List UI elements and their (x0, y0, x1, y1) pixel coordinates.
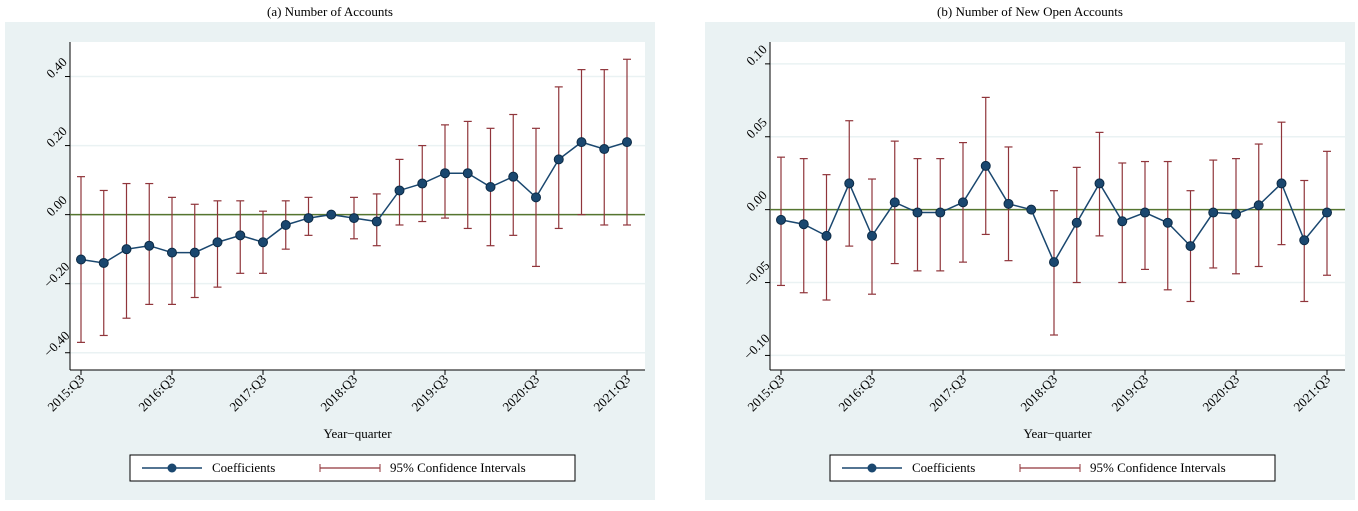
coefficient-point (235, 230, 246, 241)
coefficient-point (1253, 200, 1264, 211)
legend-label: 95% Confidence Intervals (390, 460, 526, 475)
coefficient-point (98, 257, 109, 268)
coefficient-point (599, 144, 610, 155)
coefficient-point (821, 230, 832, 241)
coefficient-point (326, 209, 337, 220)
coefficient-point (1117, 216, 1128, 227)
coefficient-point (76, 254, 86, 265)
plot-area (770, 42, 1345, 370)
x-axis-label: Year−quarter (1023, 426, 1092, 441)
chart-panel: (b) Number of New Open Accounts−0.10−0.0… (705, 4, 1355, 500)
coefficient-point (1185, 241, 1196, 252)
legend-marker (867, 463, 877, 473)
coefficient-point (121, 244, 132, 255)
legend: Coefficients 95% Confidence Intervals (129, 454, 576, 482)
coefficient-point (212, 237, 223, 248)
coefficient-point (1299, 235, 1310, 246)
coefficient-point (303, 213, 314, 224)
coefficient-point (844, 178, 855, 189)
legend-label: 95% Confidence Intervals (1090, 460, 1226, 475)
coefficient-point (1322, 207, 1332, 218)
coefficient-point (889, 197, 900, 208)
coefficient-point (1162, 217, 1173, 228)
coefficient-point (189, 247, 200, 258)
coefficient-point (417, 178, 428, 189)
coefficient-point (508, 171, 519, 182)
coefficient-point (280, 219, 291, 230)
coefficient-point (1094, 178, 1105, 189)
coefficient-point (349, 213, 359, 224)
chart-panel: (a) Number of Accounts−0.40−0.200.000.20… (5, 4, 655, 500)
plot-area (70, 42, 645, 370)
legend-marker (167, 463, 177, 473)
coefficient-point (867, 230, 877, 241)
coefficient-point (980, 160, 991, 171)
coefficient-point (167, 247, 177, 258)
coefficient-point (371, 216, 382, 227)
coefficient-point (1208, 207, 1219, 218)
coefficient-point (1026, 204, 1037, 215)
chart-title: (a) Number of Accounts (267, 4, 393, 19)
coefficient-point (776, 214, 786, 225)
coefficient-point (440, 168, 450, 179)
chart-title: (b) Number of New Open Accounts (937, 4, 1123, 19)
legend-label: Coefficients (912, 460, 975, 475)
coefficient-point (1071, 217, 1082, 228)
coefficient-point (553, 154, 564, 165)
coefficient-point (258, 237, 268, 248)
coefficient-point (1003, 198, 1014, 209)
coefficient-point (935, 207, 946, 218)
coefficient-point (394, 185, 405, 196)
coefficient-point (622, 137, 632, 148)
coefficient-point (1140, 207, 1150, 218)
coefficient-point (485, 182, 496, 193)
coefficient-point (958, 197, 968, 208)
coefficient-point (1049, 257, 1059, 268)
coefficient-point (798, 219, 809, 230)
legend-label: Coefficients (212, 460, 275, 475)
legend: Coefficients 95% Confidence Intervals (829, 454, 1276, 482)
coefficient-point (912, 207, 923, 218)
coefficient-point (531, 192, 541, 203)
coefficient-point (1276, 178, 1287, 189)
coefficient-point (144, 240, 155, 251)
x-axis-label: Year−quarter (323, 426, 392, 441)
coefficient-point (462, 168, 473, 179)
coefficient-point (1231, 209, 1241, 220)
coefficient-point (576, 137, 587, 148)
